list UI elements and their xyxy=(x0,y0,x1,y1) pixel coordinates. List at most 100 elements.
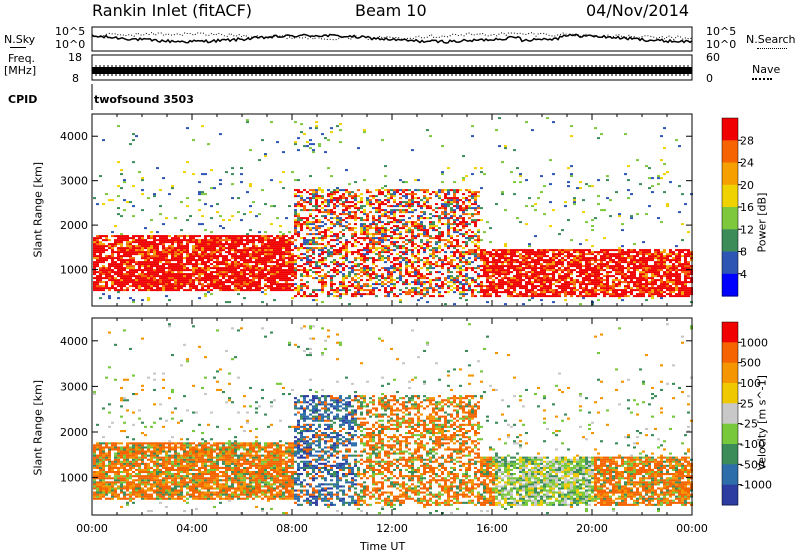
heatmap-cell xyxy=(234,253,237,255)
heatmap-cell xyxy=(315,299,318,301)
heatmap-cell xyxy=(234,255,237,257)
heatmap-cell xyxy=(570,295,573,297)
heatmap-cell xyxy=(351,217,354,219)
heatmap-cell xyxy=(318,211,321,213)
heatmap-cell xyxy=(441,189,444,191)
heatmap-cell xyxy=(612,249,615,251)
heatmap-cell xyxy=(192,259,195,261)
heatmap-cell xyxy=(138,287,141,289)
heatmap-cell xyxy=(540,175,543,177)
heatmap-cell xyxy=(120,169,123,171)
heatmap-cell xyxy=(186,263,189,265)
heatmap-cell xyxy=(372,219,375,221)
heatmap-cell xyxy=(222,257,225,259)
heatmap-cell xyxy=(210,245,213,247)
heatmap-cell xyxy=(576,187,579,189)
heatmap-cell xyxy=(405,257,408,259)
heatmap-cell xyxy=(588,249,591,251)
heatmap-cell xyxy=(249,257,252,259)
heatmap-cell xyxy=(129,281,132,283)
heatmap-cell xyxy=(468,253,471,255)
heatmap-cell xyxy=(426,229,429,231)
heatmap-cell xyxy=(528,295,531,297)
heatmap-cell xyxy=(252,239,255,241)
heatmap-cell xyxy=(528,279,531,281)
heatmap-cell xyxy=(324,223,327,225)
heatmap-cell xyxy=(243,273,246,275)
heatmap-cell xyxy=(315,277,318,279)
heatmap-cell xyxy=(591,253,594,255)
heatmap-cell xyxy=(330,211,333,213)
heatmap-cell xyxy=(576,289,579,291)
heatmap-cell xyxy=(357,277,360,279)
heatmap-cell xyxy=(303,199,306,201)
heatmap-cell xyxy=(462,235,465,237)
heatmap-cell xyxy=(471,291,474,293)
heatmap-cell xyxy=(246,267,249,269)
heatmap-cell xyxy=(111,281,114,283)
heatmap-cell xyxy=(120,245,123,247)
heatmap-cell xyxy=(96,271,99,273)
heatmap-cell xyxy=(528,283,531,285)
heatmap-cell xyxy=(405,189,408,191)
heatmap-cell xyxy=(558,291,561,293)
heatmap-cell xyxy=(252,249,255,251)
heatmap-cell xyxy=(303,207,306,209)
heatmap-cell xyxy=(264,293,267,295)
heatmap-cell xyxy=(573,257,576,259)
heatmap-cell xyxy=(336,295,339,297)
heatmap-cell xyxy=(375,243,378,245)
heatmap-cell xyxy=(372,293,375,295)
heatmap-cell xyxy=(465,233,468,235)
heatmap-cell xyxy=(384,203,387,205)
heatmap-cell xyxy=(213,277,216,279)
heatmap-cell xyxy=(564,267,567,269)
heatmap-cell xyxy=(177,251,180,253)
heatmap-cell xyxy=(372,261,375,263)
heatmap-cell xyxy=(306,209,309,211)
heatmap-cell xyxy=(351,277,354,279)
heatmap-cell xyxy=(366,215,369,217)
heatmap-cell xyxy=(366,267,369,269)
heatmap-cell xyxy=(222,263,225,265)
heatmap-cell xyxy=(471,267,474,269)
heatmap-cell xyxy=(561,263,564,265)
heatmap-cell xyxy=(576,257,579,259)
heatmap-cell xyxy=(390,261,393,263)
heatmap-cell xyxy=(201,193,204,195)
heatmap-cell xyxy=(306,141,309,143)
heatmap-cell xyxy=(255,269,258,271)
heatmap-cell xyxy=(117,279,120,281)
heatmap-cell xyxy=(393,199,396,201)
heatmap-cell xyxy=(384,215,387,217)
heatmap-cell xyxy=(588,265,591,267)
heatmap-cell xyxy=(255,251,258,253)
heatmap-cell xyxy=(468,251,471,253)
heatmap-cell xyxy=(291,253,294,255)
heatmap-cell xyxy=(159,261,162,263)
heatmap-cell xyxy=(168,283,171,285)
heatmap-cell xyxy=(375,283,378,285)
heatmap-cell xyxy=(195,255,198,257)
heatmap-cell xyxy=(417,249,420,251)
heatmap-cell xyxy=(192,271,195,273)
heatmap-cell xyxy=(387,259,390,261)
heatmap-cell xyxy=(534,285,537,287)
heatmap-cell xyxy=(117,241,120,243)
heatmap-cell xyxy=(189,269,192,271)
heatmap-cell xyxy=(414,235,417,237)
heatmap-cell xyxy=(267,265,270,267)
heatmap-cell xyxy=(366,231,369,233)
heatmap-cell xyxy=(243,243,246,245)
heatmap-cell xyxy=(312,277,315,279)
heatmap-cell xyxy=(351,251,354,253)
heatmap-cell xyxy=(177,267,180,269)
heatmap-cell xyxy=(411,271,414,273)
heatmap-cell xyxy=(210,217,213,219)
heatmap-cell xyxy=(501,291,504,293)
heatmap-cell xyxy=(513,255,516,257)
heatmap-cell xyxy=(579,251,582,253)
heatmap-cell xyxy=(198,239,201,241)
heatmap-cell xyxy=(330,245,333,247)
heatmap-cell xyxy=(444,217,447,219)
